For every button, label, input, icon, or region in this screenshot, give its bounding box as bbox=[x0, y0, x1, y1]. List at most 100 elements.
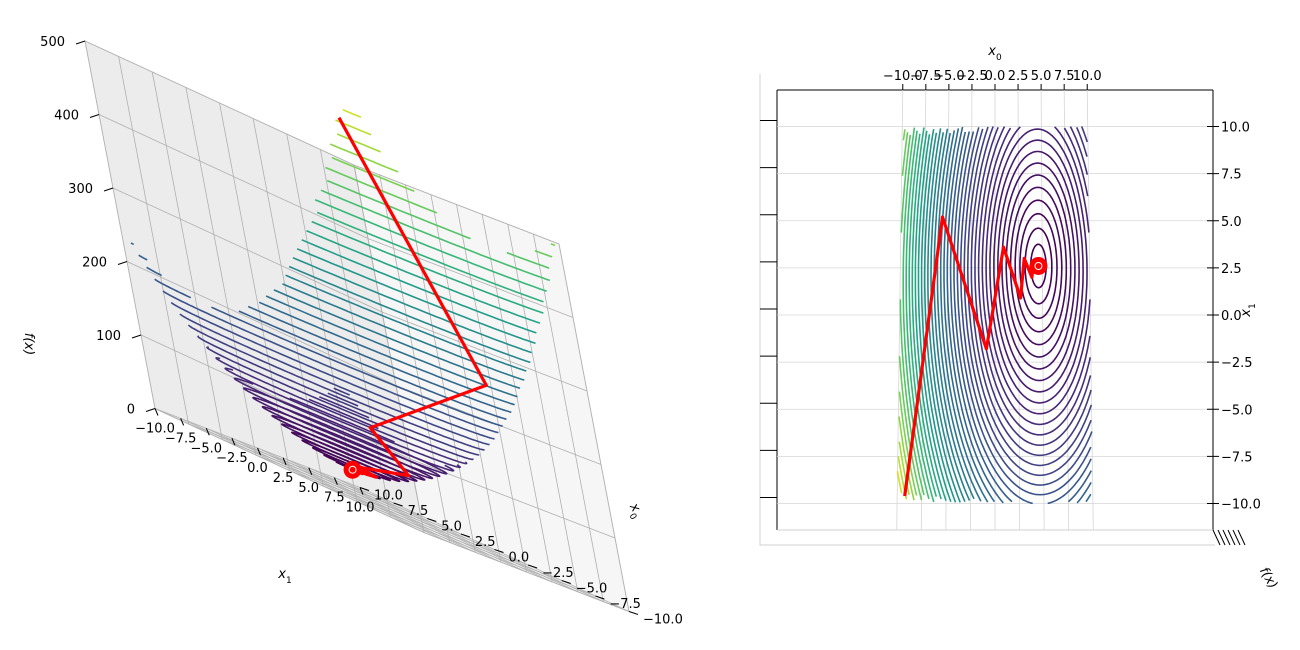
x0-tick-label: −7.5 bbox=[910, 69, 942, 84]
x0-tick-mark bbox=[595, 595, 605, 600]
z-tick-mark bbox=[1212, 529, 1221, 546]
x0-tick-label: 0.0 bbox=[509, 551, 530, 566]
z-tick-mark bbox=[75, 40, 86, 45]
contour-line bbox=[550, 243, 556, 247]
z-tick-mark bbox=[1232, 529, 1241, 546]
x0-tick-label: −5.0 bbox=[933, 69, 965, 84]
x0-tick-label: 2.5 bbox=[475, 535, 496, 550]
contour-line bbox=[997, 150, 1080, 382]
x1-tick-label: 5.0 bbox=[298, 481, 319, 496]
contour-line bbox=[905, 130, 935, 503]
z-tick-label: 200 bbox=[82, 256, 107, 271]
grid-line-x0 bbox=[1040, 89, 1045, 531]
contour-line bbox=[939, 130, 989, 503]
contour-line bbox=[130, 242, 135, 246]
contour-line bbox=[966, 126, 1093, 467]
contour-line bbox=[989, 128, 1088, 404]
grid-line-x1 bbox=[180, 418, 450, 543]
contour-line bbox=[233, 377, 455, 472]
x1-tick-label: −2.5 bbox=[216, 451, 248, 466]
contour-line bbox=[326, 179, 471, 240]
minimum-marker-2d bbox=[1029, 256, 1048, 275]
contour-line bbox=[898, 416, 915, 501]
x0-tick-label: −10.0 bbox=[643, 613, 683, 628]
x0-tick-mark bbox=[460, 533, 471, 538]
x1-tick-mark bbox=[205, 428, 210, 436]
x1-tick-label: 0.0 bbox=[247, 461, 268, 476]
contour-line bbox=[342, 109, 362, 119]
z-tick-mark bbox=[1222, 529, 1231, 546]
contour-line bbox=[325, 166, 438, 214]
x0-tick-label: 2.5 bbox=[1008, 69, 1029, 84]
contour-line bbox=[920, 128, 957, 503]
grid-line-x1 bbox=[308, 467, 578, 593]
contour-line bbox=[154, 278, 192, 299]
contour-line bbox=[953, 131, 1033, 505]
z-tick-mark bbox=[1237, 529, 1246, 546]
x1-tick-label: −10.0 bbox=[1221, 498, 1261, 513]
x0-tick-label: 5.0 bbox=[1031, 69, 1052, 84]
x0-axis-label: x0 bbox=[622, 500, 646, 522]
x0-tick-mark bbox=[561, 580, 571, 584]
x1-tick-label: 10.0 bbox=[346, 501, 375, 516]
contour-line bbox=[936, 132, 982, 502]
contour-line bbox=[1067, 470, 1093, 503]
z-tick-mark bbox=[1217, 529, 1226, 546]
grid-line-x1 bbox=[532, 234, 604, 602]
z-axis-label: f(x) bbox=[21, 333, 36, 355]
contour-line bbox=[898, 391, 918, 496]
x1-tick-label: 7.5 bbox=[1221, 168, 1242, 183]
x1-tick-mark bbox=[180, 418, 185, 426]
contour-line bbox=[1076, 482, 1092, 504]
contour-line bbox=[329, 143, 399, 173]
x1-tick-label: −7.5 bbox=[165, 431, 197, 446]
contour-line bbox=[1014, 199, 1063, 333]
z-tick-label: 100 bbox=[96, 329, 121, 344]
grid-line-z bbox=[423, 532, 630, 612]
x0-tick-label: −10.0 bbox=[883, 69, 923, 84]
x1-tick-label: −5.0 bbox=[190, 441, 222, 456]
x0-tick-label: −7.5 bbox=[609, 597, 641, 612]
x1-tick-label: −5.0 bbox=[1221, 403, 1253, 418]
x1-tick-label: 2.5 bbox=[1221, 262, 1242, 277]
contour-line bbox=[956, 131, 1092, 496]
contour-line bbox=[301, 239, 537, 334]
contour-line bbox=[296, 248, 536, 345]
x1-axis-label: x1 bbox=[277, 567, 291, 586]
contour-line bbox=[900, 134, 912, 233]
contour-line bbox=[1069, 126, 1089, 175]
grid-line-z bbox=[112, 187, 383, 313]
x1-tick-label: 2.5 bbox=[273, 471, 294, 486]
z-tick-mark bbox=[117, 261, 128, 265]
x0-axis-label: x0 bbox=[987, 44, 1002, 63]
z-axis-label: f(x) bbox=[1256, 565, 1280, 592]
z-tick-mark bbox=[131, 334, 142, 339]
contour-line bbox=[1005, 174, 1072, 358]
grid-line-x1 bbox=[282, 457, 553, 583]
grid-line-x1 bbox=[481, 214, 553, 582]
contour-line bbox=[1047, 458, 1092, 505]
x1-tick-mark bbox=[333, 477, 338, 485]
contour-line bbox=[211, 306, 503, 427]
contour-line bbox=[1075, 126, 1088, 157]
x0-tick-label: 0.0 bbox=[985, 69, 1006, 84]
contour-line bbox=[197, 335, 480, 456]
z-tick-mark bbox=[145, 408, 156, 412]
x0-tick-mark bbox=[527, 564, 538, 569]
contour-line bbox=[224, 367, 462, 469]
contour-line bbox=[985, 126, 1091, 415]
contour-line bbox=[1063, 127, 1089, 197]
minimum-marker-3d bbox=[343, 460, 362, 479]
contour-line bbox=[273, 289, 521, 390]
z-tick-mark bbox=[1227, 529, 1236, 546]
x0-tick-label: −5.0 bbox=[576, 582, 608, 597]
contour-line bbox=[316, 211, 544, 303]
z-tick-label: 0 bbox=[127, 403, 135, 418]
x0-tick-label: 10.0 bbox=[374, 489, 403, 504]
contour-line bbox=[333, 387, 351, 396]
contour-line bbox=[318, 396, 370, 419]
contour-line bbox=[1080, 126, 1088, 143]
contour-line bbox=[146, 266, 162, 277]
x0-tick-mark bbox=[494, 549, 504, 553]
contour-line bbox=[138, 254, 148, 261]
